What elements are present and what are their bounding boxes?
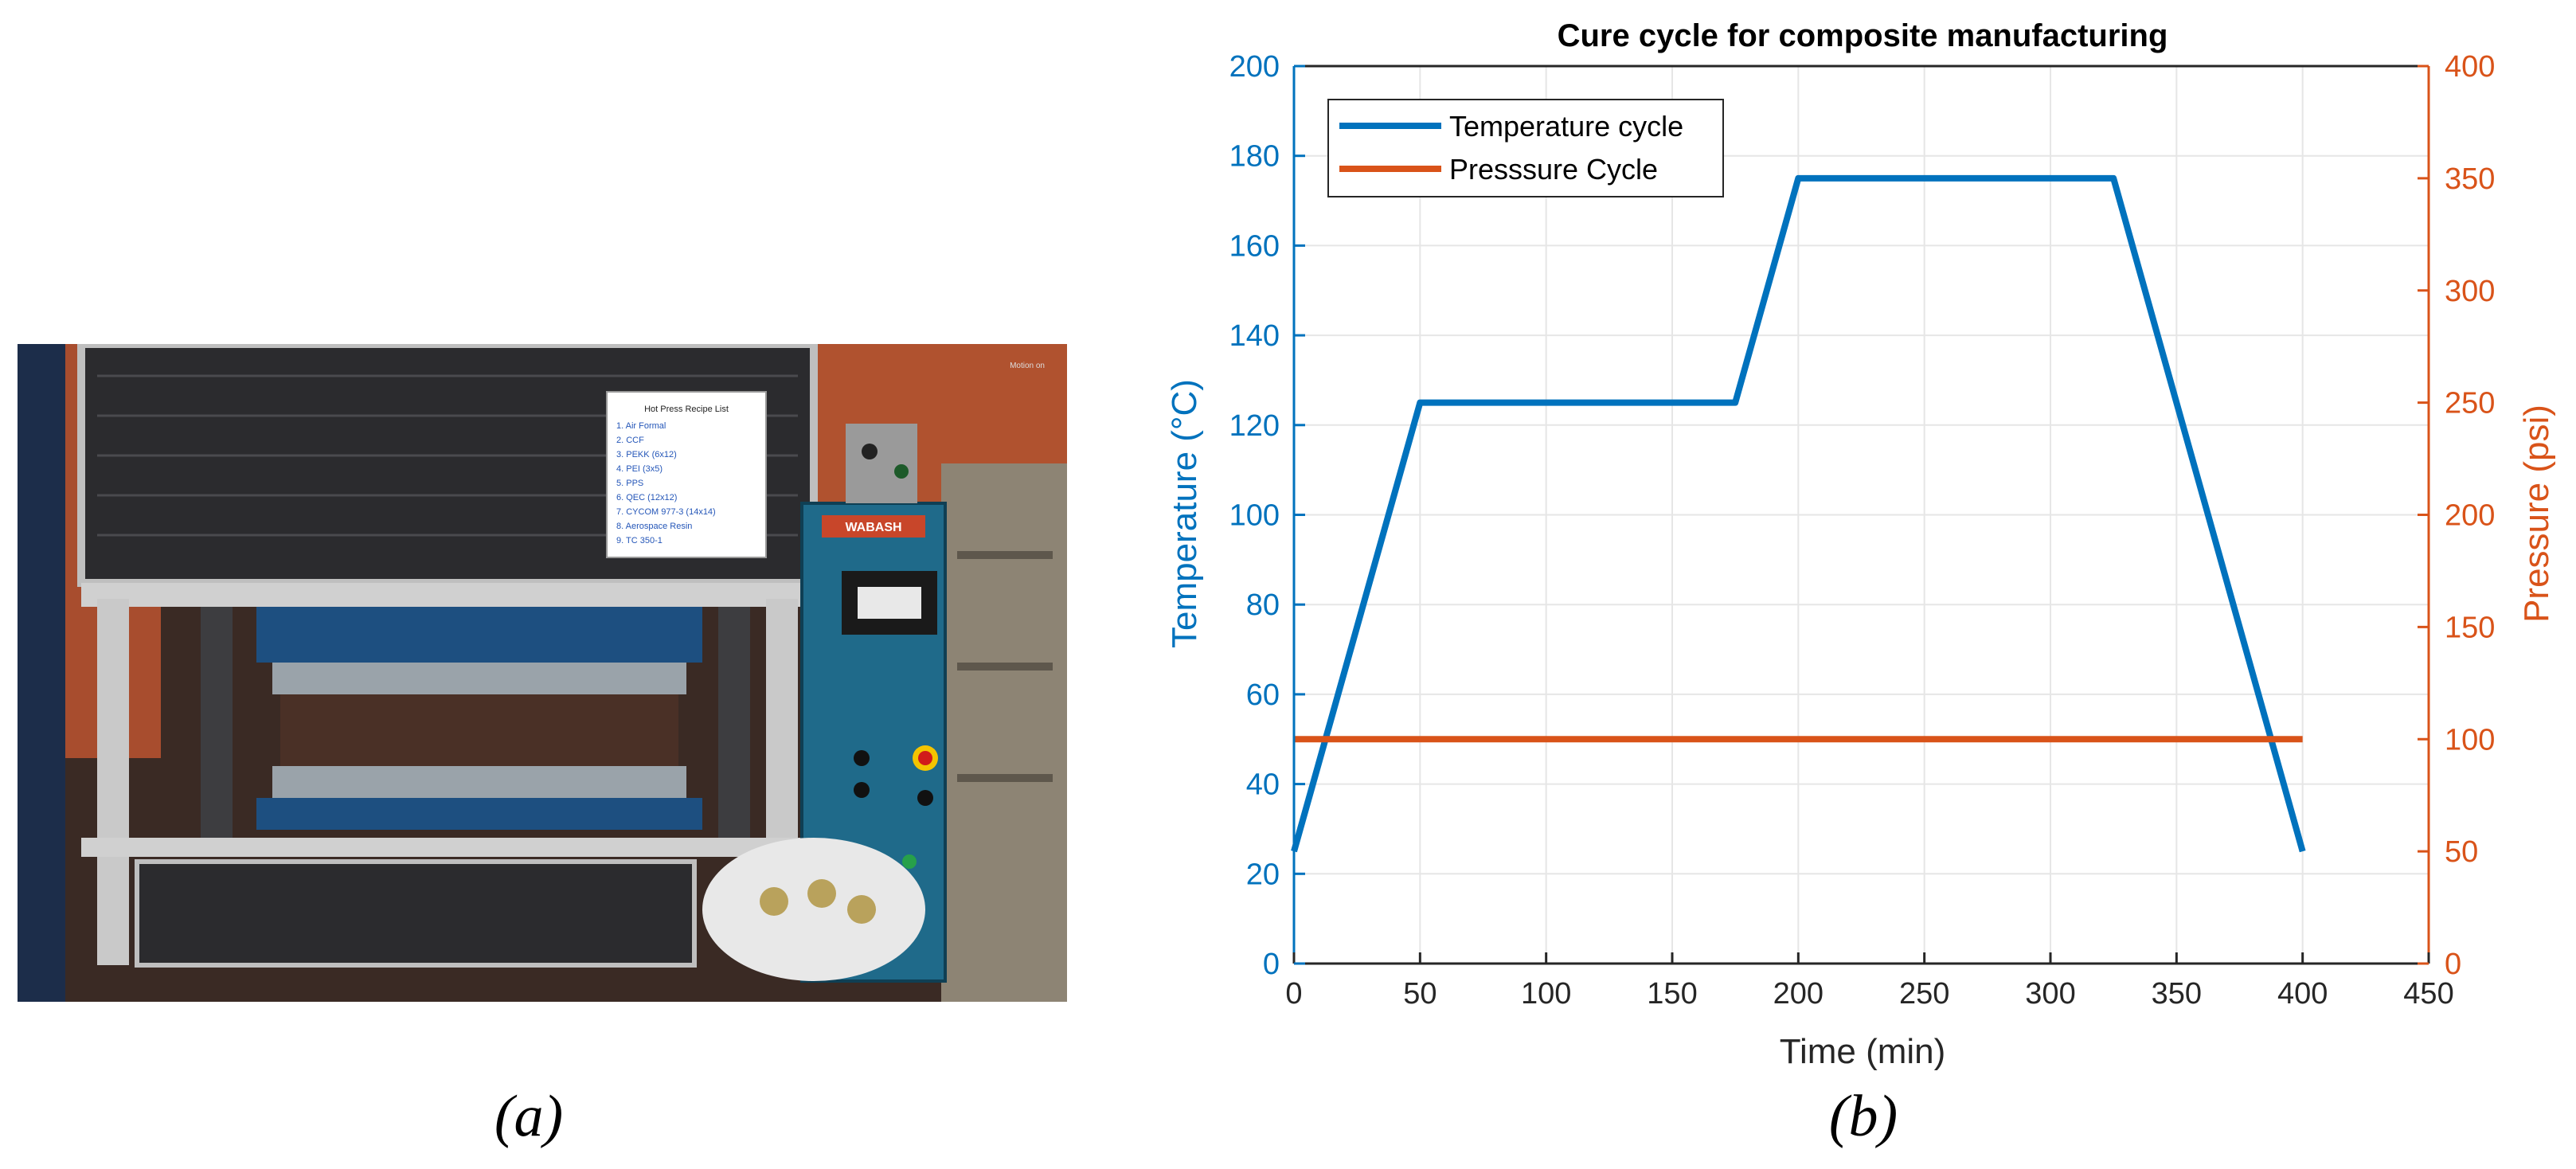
recipe-card-title: Hot Press Recipe List (644, 405, 729, 414)
chart-legend: Temperature cycle Presssure Cycle (1327, 99, 1724, 197)
y-left-tick-label: 160 (1229, 229, 1280, 263)
recipe-line: 6. QEC (12x12) (616, 493, 677, 502)
y-left-tick-label: 60 (1246, 678, 1280, 712)
video-overlay-text: Motion on (1010, 362, 1045, 370)
x-tick-label: 450 (2403, 977, 2453, 1011)
x-axis-label: Time (min) (1780, 1032, 1946, 1071)
y-right-tick-label: 50 (2445, 835, 2478, 869)
indicator-lamp-icon (894, 464, 909, 479)
y-left-tick-label: 120 (1229, 409, 1280, 443)
brand-label: WABASH (845, 521, 901, 534)
switch-box (846, 424, 917, 503)
lower-safety-mesh (135, 859, 697, 968)
y-left-tick-label: 0 (1263, 948, 1280, 981)
y-left-tick-label: 180 (1229, 140, 1280, 174)
y-axis-left-label: Temperature (°C) (1165, 379, 1204, 648)
recipe-line: 4. PEI (3x5) (616, 464, 663, 474)
panel-label-a: (a) (494, 1084, 564, 1149)
press-column-left (201, 607, 233, 846)
hot-press-illustration: Hot Press Recipe List 1. Air Formal 2. CC… (18, 344, 1067, 1002)
x-tick-label: 150 (1647, 977, 1697, 1011)
control-knob-icon (854, 782, 870, 798)
shelf-line (957, 774, 1053, 782)
recipe-line: 9. TC 350-1 (616, 536, 663, 545)
y-right-tick-label: 200 (2445, 499, 2495, 533)
legend-entry-label: Presssure Cycle (1449, 153, 1658, 186)
lower-rail (81, 838, 814, 857)
y-left-tick-label: 20 (1246, 858, 1280, 891)
y-right-tick-label: 0 (2445, 948, 2461, 981)
recipe-card (606, 391, 767, 558)
bottom-platen (272, 766, 686, 798)
press-opening (280, 694, 678, 766)
series-line-temperature (1291, 174, 2306, 853)
shelf-line (957, 551, 1053, 559)
shelf-line (957, 663, 1053, 671)
y-left-tick-label: 100 (1229, 499, 1280, 533)
left-wall-panel (18, 344, 65, 1002)
y-right-tick-label: 350 (2445, 162, 2495, 196)
chart-grid (1293, 65, 2429, 964)
x-tick-label: 400 (2277, 977, 2328, 1011)
recipe-line: 2. CCF (616, 436, 644, 445)
recipe-line: 5. PPS (616, 479, 643, 488)
start-button-icon (902, 854, 917, 869)
y-left-tick-label: 40 (1246, 768, 1280, 802)
valve-icon (760, 887, 788, 916)
recipe-card-lines: 1. Air Formal 2. CCF 3. PEKK (6x12) 4. PEI … (616, 421, 716, 545)
press-top-platen-holder (256, 607, 702, 663)
control-knob-icon (854, 750, 870, 766)
panel-label-b: (b) (1828, 1084, 1898, 1149)
legend-box (1327, 99, 1724, 197)
x-tick-label: 250 (1899, 977, 1949, 1011)
hmi-display (858, 587, 921, 619)
recipe-line: 7. CYCOM 977-3 (14x14) (616, 507, 716, 517)
frame-post-left (97, 599, 129, 965)
legend-entry-label: Temperature cycle (1449, 110, 1683, 143)
x-tick-label: 50 (1403, 977, 1437, 1011)
brand-plate (822, 515, 925, 538)
y-right-tick-label: 150 (2445, 611, 2495, 644)
chart-ticks: 0 50 100 150 200 250 300 350 400 4500204060801001… (1229, 50, 2496, 1011)
top-platen (272, 663, 686, 694)
y-left-tick-label: 200 (1229, 50, 1280, 84)
x-tick-label: 300 (2025, 977, 2075, 1011)
recipe-line: 3. PEKK (6x12) (616, 450, 677, 459)
recipe-line: 8. Aerospace Resin (616, 522, 692, 531)
emergency-stop-button-icon (918, 751, 932, 765)
frame-rail (81, 583, 814, 607)
y-left-tick-label: 80 (1246, 588, 1280, 622)
y-right-tick-label: 400 (2445, 50, 2495, 84)
control-knob-icon (917, 790, 933, 806)
y-right-tick-label: 250 (2445, 387, 2495, 420)
valve-icon (807, 879, 836, 908)
x-tick-label: 100 (1521, 977, 1571, 1011)
x-tick-label: 0 (1285, 977, 1302, 1011)
x-tick-label: 350 (2152, 977, 2202, 1011)
chart-title: Cure cycle for composite manufacturing (1558, 18, 2168, 53)
chart-series (1291, 174, 2306, 853)
recipe-line: 1. Air Formal (616, 421, 666, 431)
press-column-right (718, 607, 750, 846)
y-right-tick-label: 100 (2445, 723, 2495, 757)
y-right-tick-label: 300 (2445, 275, 2495, 308)
valve-icon (847, 895, 876, 924)
pressure-manifold-plate (702, 838, 925, 981)
selector-switch-icon (862, 444, 878, 459)
press-base (256, 798, 702, 830)
y-axis-right-label: Pressure (psi) (2517, 405, 2556, 623)
y-left-tick-label: 140 (1229, 319, 1280, 353)
x-tick-label: 200 (1773, 977, 1824, 1011)
hot-press-photo: Hot Press Recipe List 1. Air Formal 2. CC… (18, 344, 1067, 1002)
